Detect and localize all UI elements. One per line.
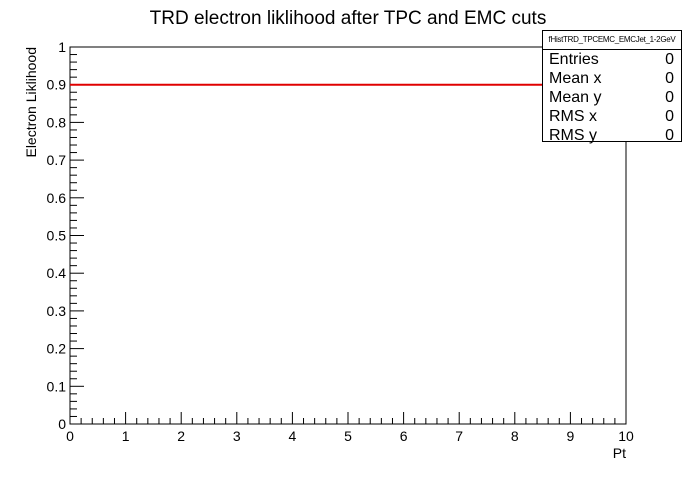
stats-box: fHistTRD_TPCEMC_EMCJet_1-2GeV Entries 0 …	[542, 30, 682, 145]
x-tick-label: 7	[455, 428, 463, 444]
stats-row-rms-x: RMS x 0	[543, 107, 681, 126]
chart-title: TRD electron liklihood after TPC and EMC…	[150, 8, 547, 29]
y-tick-label: 1	[58, 39, 66, 55]
y-axis-tick-labels: 0 0.1 0.2 0.3 0.4 0.5 0.6 0.7 0.8 0.9 1	[47, 39, 67, 432]
stats-row-mean-y: Mean y 0	[543, 88, 681, 107]
stats-title: fHistTRD_TPCEMC_EMCJet_1-2GeV	[543, 31, 681, 50]
y-tick-label: 0.8	[47, 114, 67, 130]
stats-label: Entries	[549, 51, 599, 68]
stats-value: 0	[665, 108, 674, 125]
y-axis-label: Electron Liklihood	[23, 47, 39, 158]
y-tick-label: 0.6	[47, 190, 67, 206]
x-tick-label: 9	[567, 428, 575, 444]
stats-value: 0	[665, 51, 674, 68]
x-tick-label: 2	[177, 428, 185, 444]
x-axis-tick-labels: 0 1 2 3 4 5 6 7 8 9 10	[66, 428, 634, 444]
stats-value: 0	[665, 70, 674, 87]
stats-row-mean-x: Mean x 0	[543, 69, 681, 88]
y-tick-label: 0.7	[47, 152, 67, 168]
stats-row-rms-y: RMS y 0	[543, 126, 681, 145]
y-axis-ticks	[70, 46, 84, 425]
stats-label: Mean x	[549, 70, 602, 87]
x-tick-label: 8	[511, 428, 519, 444]
x-tick-label: 0	[66, 428, 74, 444]
y-tick-label: 0.5	[47, 228, 67, 244]
x-tick-label: 10	[618, 428, 634, 444]
x-tick-label: 5	[344, 428, 352, 444]
y-tick-label: 0.1	[47, 378, 67, 394]
stats-label: RMS y	[549, 127, 597, 144]
x-axis-ticks	[69, 412, 627, 424]
stats-value: 0	[665, 89, 674, 106]
x-axis-label: Pt	[613, 445, 626, 461]
y-tick-label: 0	[58, 416, 66, 432]
x-tick-label: 6	[400, 428, 408, 444]
stats-row-entries: Entries 0	[543, 50, 681, 69]
stats-label: Mean y	[549, 89, 602, 106]
x-tick-label: 1	[122, 428, 130, 444]
y-tick-label: 0.2	[47, 341, 67, 357]
stats-label: RMS x	[549, 108, 597, 125]
stats-value: 0	[665, 127, 674, 144]
y-tick-label: 0.4	[47, 265, 67, 281]
x-tick-label: 4	[289, 428, 297, 444]
y-tick-label: 0.3	[47, 303, 67, 319]
x-tick-label: 3	[233, 428, 241, 444]
y-tick-label: 0.9	[47, 77, 67, 93]
